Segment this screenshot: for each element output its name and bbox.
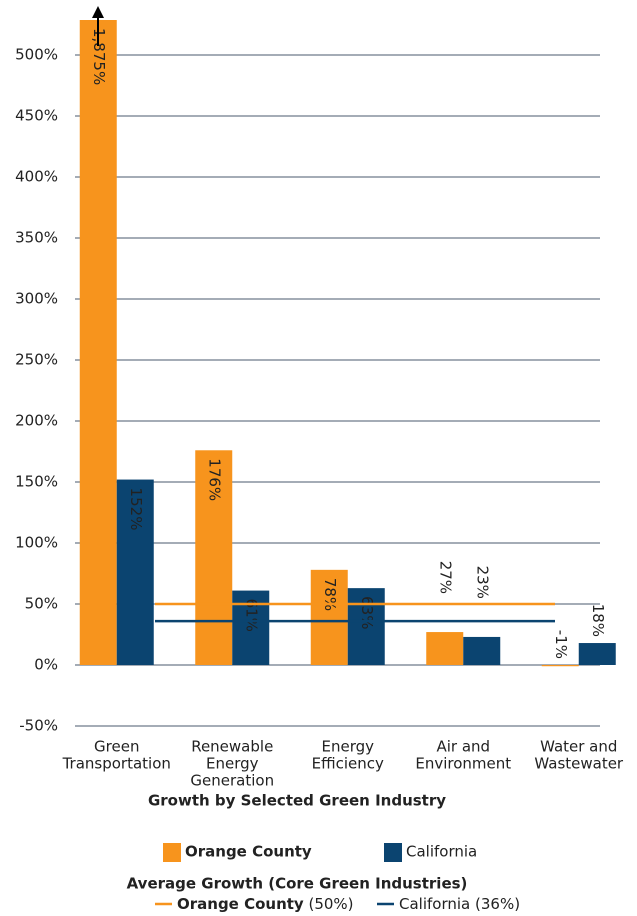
value-label: 176% <box>205 458 223 501</box>
x-tick-label: Environment <box>415 755 511 773</box>
bar <box>578 643 616 665</box>
legend-swatch <box>384 843 402 862</box>
legend-value: (50%) <box>308 895 353 913</box>
legend-label: Orange County (50%) <box>177 895 354 913</box>
value-label: -1% <box>552 630 570 659</box>
y-tick-label: 300% <box>15 290 58 308</box>
arrow-head <box>92 6 104 18</box>
bar <box>310 569 348 665</box>
y-tick-label: 200% <box>15 412 58 430</box>
x-tick-label: Efficiency <box>312 755 384 773</box>
overlay: 1,875% 152% 176% 61% 78% 63% 27% 23% -1% 18% <box>90 28 607 659</box>
value-label: 63% <box>358 596 376 629</box>
grid: -50% 0% 50% 100% 150% 200% 250% 300% 350% 400% 450… <box>15 46 624 790</box>
y-tick-label: 500% <box>15 46 58 64</box>
legend-title: Growth by Selected Green Industry <box>148 792 446 810</box>
legend-label: California (36%) <box>399 895 520 913</box>
legend-swatch <box>163 843 181 862</box>
legend-title: Average Growth (Core Green Industries) <box>127 875 468 893</box>
y-tick-label: 150% <box>15 473 58 491</box>
x-tick-label: Green <box>94 738 139 756</box>
bars <box>79 20 616 667</box>
x-tick-label: Water and <box>540 738 617 756</box>
x-tick-label: Generation <box>190 772 274 790</box>
x-tick-label: Energy <box>206 755 259 773</box>
value-label: 78% <box>321 578 339 611</box>
legend-label: California <box>406 843 477 861</box>
bar <box>195 450 233 665</box>
legend-label: Orange County <box>185 843 312 861</box>
value-label: 18% <box>589 604 607 637</box>
bar <box>79 20 117 665</box>
x-tick-label: Renewable <box>191 738 273 756</box>
legend-value: (36%) <box>475 895 520 913</box>
x-tick-label: Energy <box>321 738 374 756</box>
value-label: 61% <box>242 599 260 632</box>
legend-name: Orange County <box>177 895 304 913</box>
y-tick-label: 400% <box>15 168 58 186</box>
value-label: 152% <box>127 488 145 531</box>
y-tick-label: 450% <box>15 107 58 125</box>
bar <box>347 588 385 665</box>
value-label: 23% <box>473 566 491 599</box>
value-label: 1,875% <box>90 28 108 85</box>
y-tick-label: 0% <box>34 656 58 674</box>
bar <box>116 479 154 665</box>
x-tick-label: Air and <box>436 738 490 756</box>
bar <box>541 665 579 667</box>
legend-name: California <box>399 895 470 913</box>
x-tick-label: Wastewater <box>534 755 624 773</box>
value-label: 27% <box>436 561 454 594</box>
y-tick-label: 250% <box>15 351 58 369</box>
y-tick-label: 350% <box>15 229 58 247</box>
y-tick-label: -50% <box>19 717 58 735</box>
bar <box>463 636 501 665</box>
x-tick-label: Transportation <box>62 755 171 773</box>
y-tick-label: 50% <box>25 595 58 613</box>
bar <box>426 632 464 665</box>
y-tick-label: 100% <box>15 534 58 552</box>
